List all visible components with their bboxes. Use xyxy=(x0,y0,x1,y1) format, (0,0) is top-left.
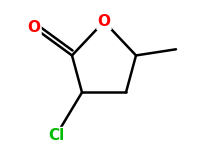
Text: O: O xyxy=(28,20,40,35)
Text: Cl: Cl xyxy=(48,128,64,143)
Text: O: O xyxy=(98,14,110,29)
